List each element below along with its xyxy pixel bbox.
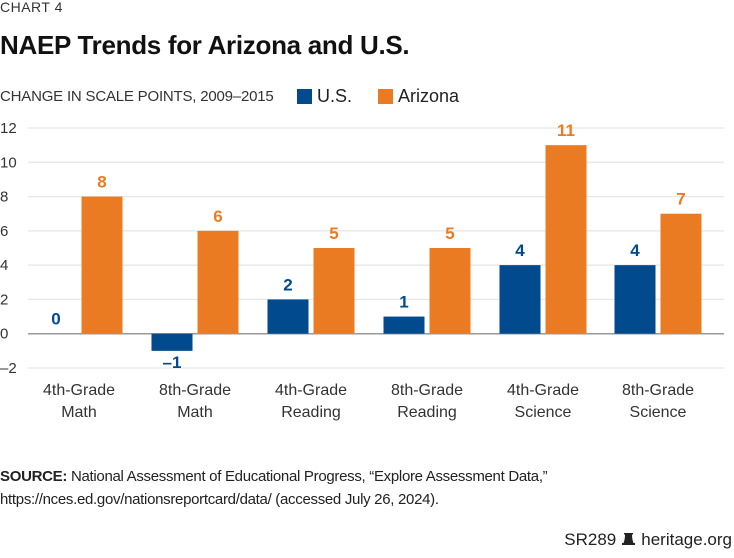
legend-swatch-arizona [378,89,394,104]
liberty-bell-icon [622,532,636,549]
site-url: heritage.org [641,530,732,549]
bar-arizona [197,230,239,334]
bar-us [151,333,193,351]
report-code: SR289 [564,530,617,549]
y-tick-label: 4 [0,257,8,274]
x-category-label: 4th-Grade [507,382,579,399]
data-label-us: 1 [399,293,408,312]
legend-item-us: U.S. [297,86,352,107]
bar-arizona [313,248,355,334]
x-category-label: Math [177,404,213,421]
data-label-arizona: 11 [557,121,575,140]
data-label-us: 4 [630,241,640,260]
x-category-label: 8th-Grade [159,382,231,399]
bar-us [499,265,541,334]
legend-label-us: U.S. [317,86,353,106]
x-category-label: Science [630,404,687,421]
x-category-label: 8th-Grade [622,382,694,399]
footer: SR289 heritage.org [564,530,732,550]
x-category-label: Math [61,404,97,421]
data-label-arizona: 8 [97,173,106,192]
y-tick-label: 12 [0,120,17,137]
bar-arizona [545,145,587,334]
data-label-arizona: 6 [213,207,222,226]
source-text: National Assessment of Educational Progr… [0,468,548,508]
data-label-arizona: 5 [445,224,454,243]
bar-us [614,265,656,334]
data-label-us: 4 [515,241,525,260]
x-category-label: 8th-Grade [391,382,463,399]
x-category-label: 4th-Grade [275,382,347,399]
bar-arizona [429,248,471,334]
y-tick-label: –2 [0,360,17,377]
data-label-us: 0 [51,310,60,329]
legend: U.S. Arizona [297,86,485,107]
bar-arizona [660,213,702,334]
data-label-arizona: 5 [329,224,338,243]
chart-kicker: CHART 4 [0,0,63,15]
x-category-label: Reading [397,404,457,421]
source-label: SOURCE: [0,468,68,485]
data-label-us: 2 [283,275,292,294]
y-axis-title: CHANGE IN SCALE POINTS, 2009–2015 [0,88,274,105]
y-tick-label: 6 [0,223,8,240]
data-label-us: –1 [163,353,182,372]
x-category-label: 4th-Grade [43,382,115,399]
chart-title: NAEP Trends for Arizona and U.S. [0,30,410,60]
legend-swatch-us [297,89,312,104]
x-category-label: Reading [281,404,341,421]
legend-item-arizona: Arizona [378,86,459,107]
y-tick-label: 2 [0,291,8,308]
source-note: SOURCE: National Assessment of Education… [0,465,720,511]
y-tick-label: 0 [0,326,8,343]
bar-us [383,316,425,334]
bar-us [267,299,309,334]
y-tick-label: 10 [0,154,17,171]
bar-chart: 12 10 8 6 4 2 0 –2 0 –1 2 1 4 4 8 6 5 5 11 7 4th-Grade Math 8t… [0,120,724,421]
x-category-label: Science [515,404,572,421]
data-label-arizona: 7 [676,190,685,209]
legend-label-arizona: Arizona [398,86,460,106]
bar-arizona [81,196,123,334]
y-tick-label: 8 [0,189,8,206]
